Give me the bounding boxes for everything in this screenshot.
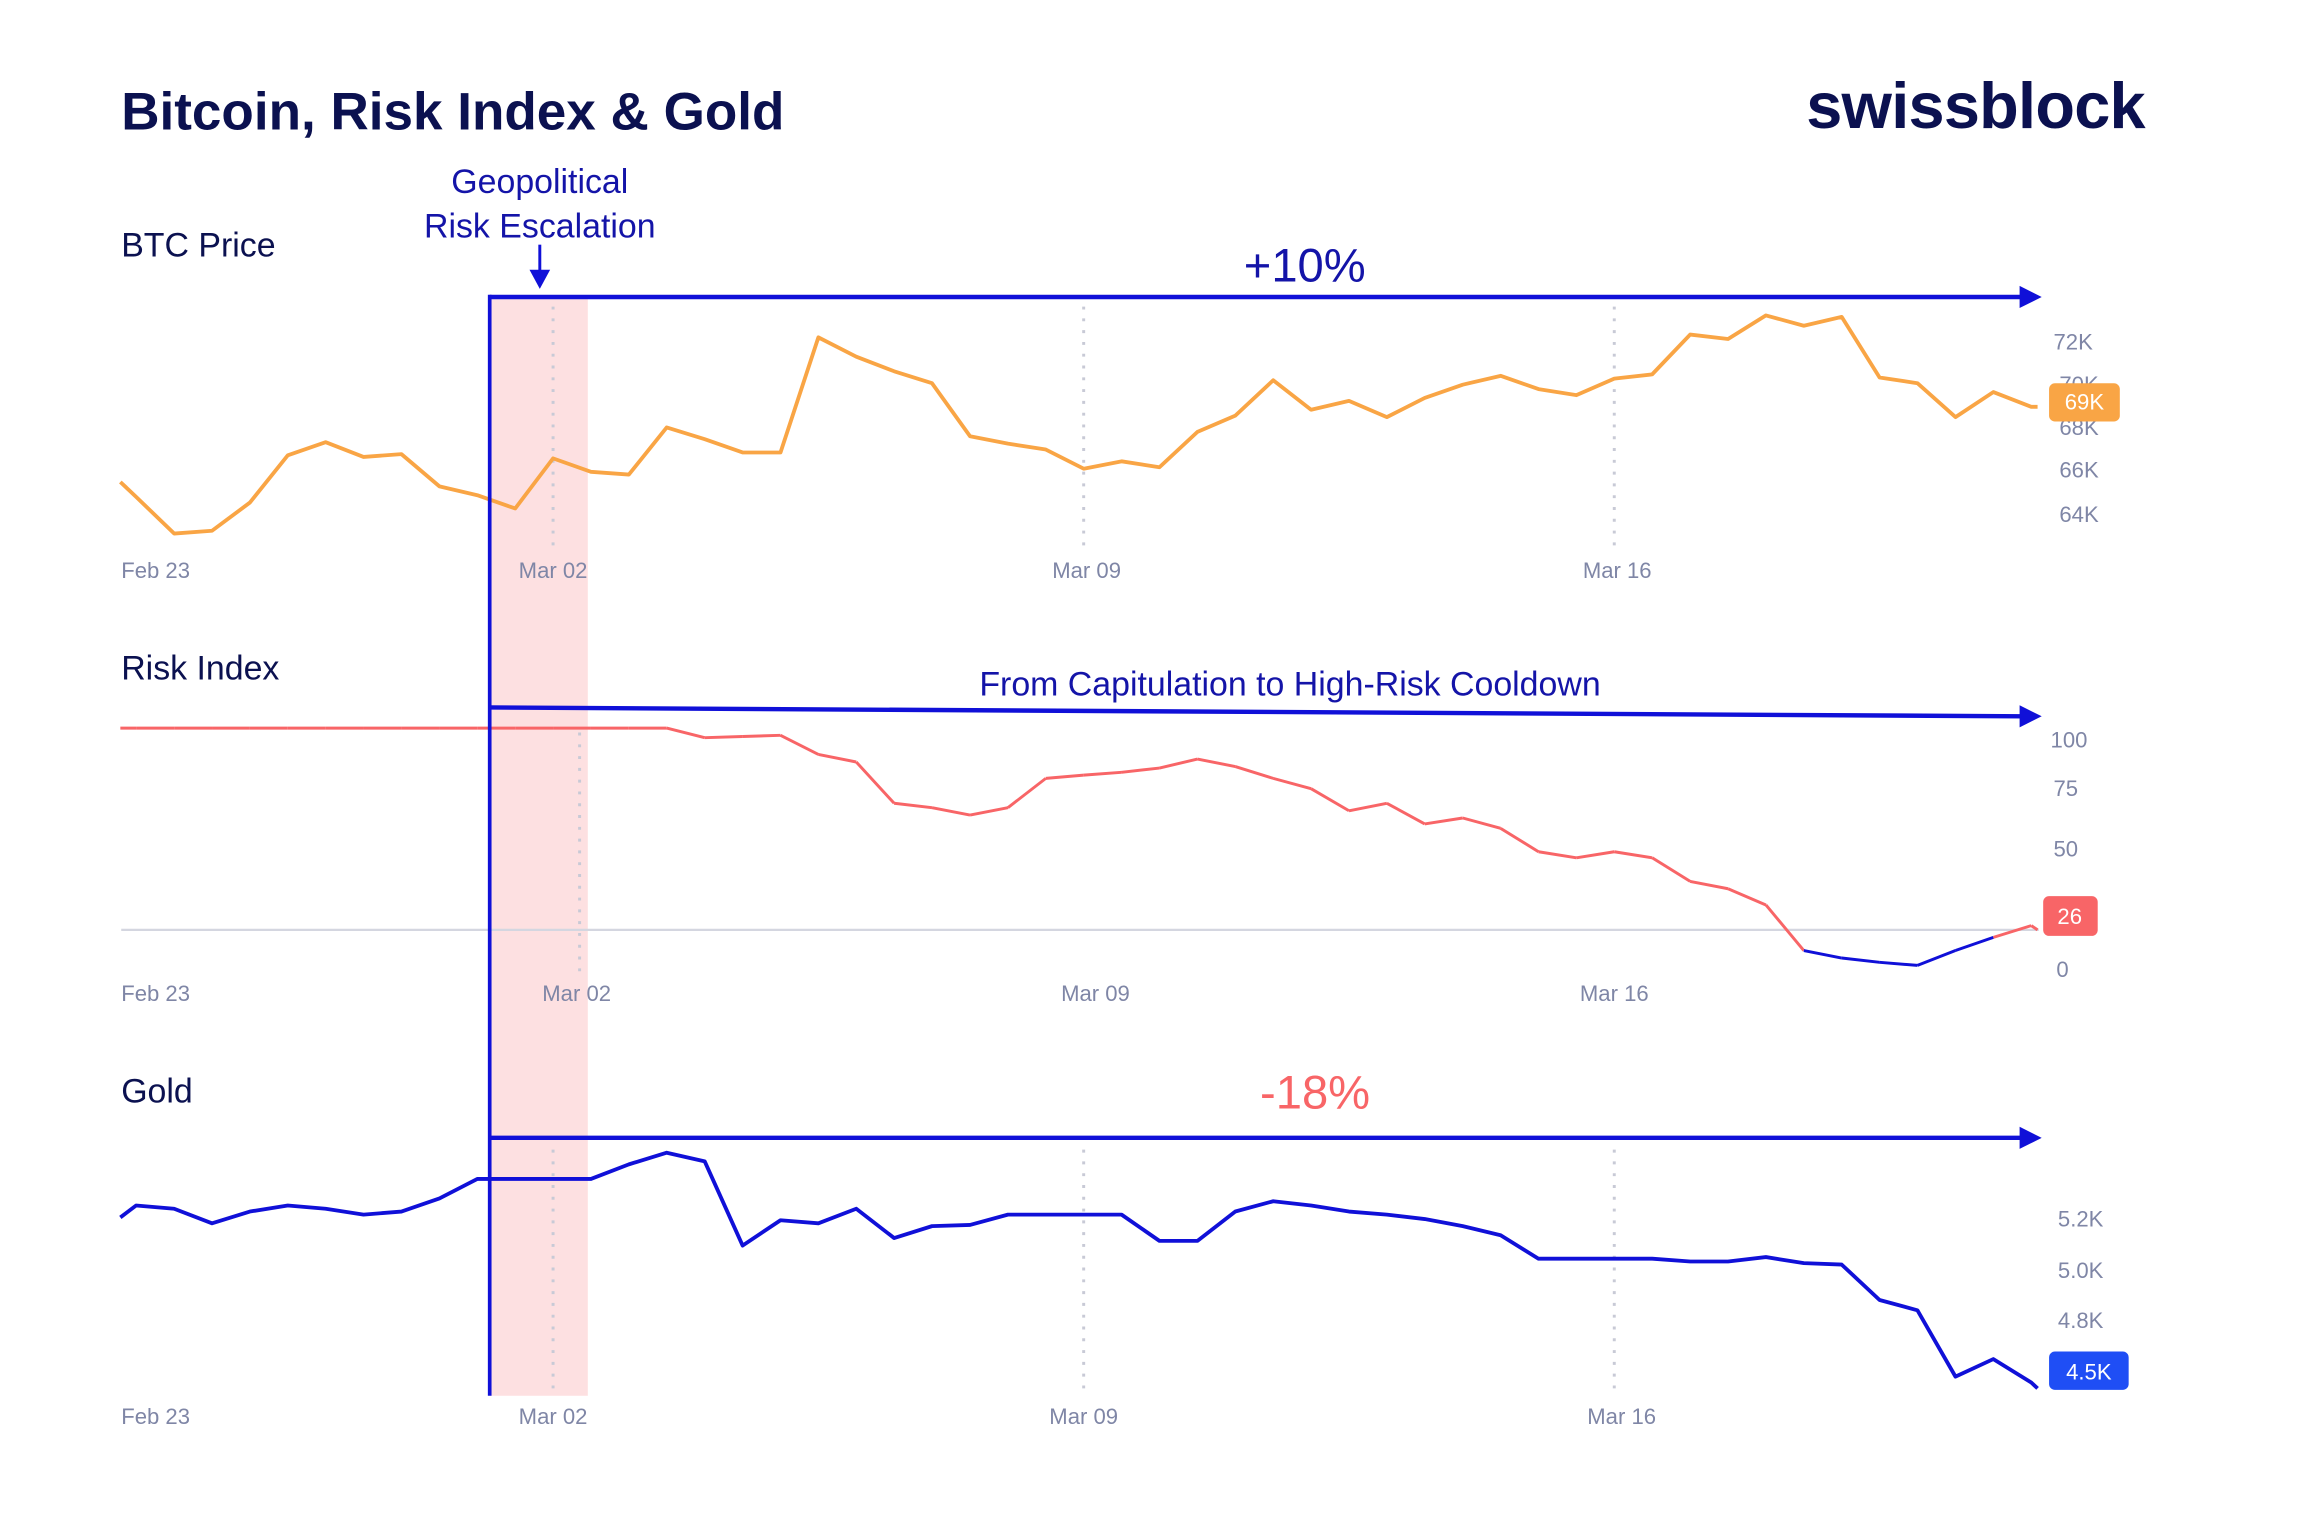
risk-x-tick: Feb 23 — [121, 981, 190, 1006]
btc-current-value: 69K — [2065, 390, 2105, 415]
event-label-line1: Geopolitical — [451, 163, 628, 201]
risk-line-segment-high — [1159, 757, 1198, 770]
gold-x-axis: Feb 23 Mar 02 Mar 09 Mar 16 — [121, 1404, 1656, 1429]
risk-y-tick: 100 — [2051, 727, 2088, 752]
risk-x-tick: Mar 16 — [1580, 981, 1649, 1006]
btc-y-tick: 72K — [2053, 329, 2093, 354]
gold-gridlines — [551, 1149, 1616, 1393]
gold-series — [119, 1150, 2039, 1390]
btc-arrowhead-icon — [2019, 285, 2042, 309]
risk-badge-bg — [2043, 896, 2098, 936]
risk-line-segment-high — [2030, 924, 2039, 932]
risk-line-segment-high — [931, 806, 971, 817]
risk-line-segment-high — [1992, 924, 2032, 939]
gold-y-tick: 5.0K — [2058, 1258, 2104, 1283]
btc-y-tick: 64K — [2059, 502, 2099, 527]
risk-line-segment-low — [1841, 956, 1880, 964]
gold-y-tick: 5.2K — [2058, 1206, 2104, 1231]
gold-current-value: 4.5K — [2066, 1360, 2112, 1385]
chart-title: Bitcoin, Risk Index & Gold — [121, 83, 784, 142]
risk-line-segment-high — [1197, 757, 1236, 769]
btc-x-tick: Feb 23 — [121, 558, 190, 583]
risk-line-segment-high — [666, 726, 706, 740]
btc-y-axis: 72K 70K 68K 66K 64K — [2053, 329, 2098, 526]
btc-x-tick: Mar 09 — [1052, 558, 1121, 583]
risk-line-segment-high — [1689, 879, 1729, 891]
risk-line-segment-high — [1462, 816, 1502, 830]
risk-line-segment-high — [1538, 850, 1577, 860]
gold-change-label: -18% — [1260, 1065, 1370, 1118]
gold-current-badge: 4.5K — [2049, 1351, 2129, 1390]
btc-current-badge: 69K — [2049, 383, 2120, 422]
risk-y-axis: 100 75 50 0 — [2051, 727, 2088, 982]
risk-line-segment-high — [893, 801, 933, 810]
btc-x-axis: Feb 23 Mar 02 Mar 09 Mar 16 — [121, 558, 1651, 583]
risk-line-segment-high — [742, 733, 781, 738]
risk-line-segment-high — [1499, 827, 1540, 854]
risk-line-segment-high — [1727, 887, 1767, 907]
risk-line-segment-high — [1576, 850, 1615, 860]
risk-line-segment-high — [1386, 801, 1426, 826]
btc-panel-label: BTC Price — [121, 226, 275, 264]
risk-line-segment-high — [1614, 850, 1653, 860]
risk-line-segment-high — [969, 806, 1009, 817]
risk-y-tick: 50 — [2053, 836, 2078, 861]
gold-arrowhead-icon — [2019, 1126, 2042, 1149]
risk-line-segment-high — [855, 761, 896, 805]
gold-x-tick: Mar 02 — [519, 1404, 588, 1429]
gold-panel-label: Gold — [121, 1072, 193, 1110]
risk-line-segment-high — [1045, 773, 1084, 780]
risk-line-segment-high — [1424, 816, 1463, 826]
risk-x-tick: Mar 02 — [542, 981, 611, 1006]
gold-x-tick: Mar 16 — [1587, 1404, 1656, 1429]
gold-y-axis: 5.2K 5.0K 4.8K — [2058, 1206, 2104, 1333]
risk-line-segment-high — [818, 753, 857, 764]
risk-line-segment-high — [1007, 777, 1047, 809]
risk-line-segment-high — [779, 734, 820, 756]
risk-line-segment-high — [1651, 856, 1691, 883]
risk-current-value: 26 — [2057, 904, 2082, 929]
event-arrowhead-icon — [529, 269, 551, 289]
risk-line-segment-low — [1954, 935, 1994, 952]
gold-y-tick: 4.8K — [2058, 1308, 2104, 1333]
risk-line-segment-high — [1083, 770, 1122, 777]
risk-line-segment-low — [1879, 960, 1918, 967]
risk-line-segment-low — [1916, 949, 1957, 967]
risk-line-segment-high — [1310, 787, 1350, 813]
gold-badge-bg — [2049, 1351, 2129, 1390]
risk-arrowhead-icon — [2019, 705, 2042, 728]
risk-change-label: From Capitulation to High-Risk Cooldown — [979, 666, 1600, 704]
btc-y-tick: 66K — [2059, 458, 2099, 483]
risk-x-tick: Mar 09 — [1061, 981, 1130, 1006]
btc-x-tick: Mar 16 — [1583, 558, 1652, 583]
risk-line-segment-high — [1272, 776, 1312, 791]
event-window-band — [489, 296, 588, 1396]
risk-line-segment-high — [1764, 904, 1805, 952]
swissblock-logo: swissblock — [1806, 69, 2146, 142]
btc-series — [119, 313, 2038, 536]
risk-y-tick: 0 — [2056, 957, 2068, 982]
risk-change-arrow — [489, 705, 2023, 719]
event-label-line2: Risk Escalation — [424, 207, 656, 245]
risk-line-segment-low — [1803, 949, 1842, 960]
risk-panel-label: Risk Index — [121, 649, 279, 687]
risk-current-badge: 26 — [2043, 896, 2098, 936]
risk-line-segment-high — [1348, 801, 1388, 813]
btc-price-line — [119, 313, 2038, 536]
annotations: Geopolitical Risk Escalation +10% From C… — [424, 163, 2042, 1396]
btc-gridlines — [551, 306, 1616, 546]
btc-badge-bg — [2049, 383, 2120, 422]
btc-change-label: +10% — [1244, 239, 1366, 292]
gold-x-tick: Mar 09 — [1049, 1404, 1118, 1429]
risk-x-axis: Feb 23 Mar 02 Mar 09 Mar 16 — [121, 981, 1648, 1006]
risk-line-segment-high — [1234, 765, 1274, 780]
risk-series — [120, 726, 2039, 967]
gold-price-line — [119, 1150, 2039, 1390]
risk-y-tick: 75 — [2053, 776, 2078, 801]
risk-line-segment-high — [1121, 766, 1160, 774]
gold-x-tick: Feb 23 — [121, 1404, 190, 1429]
btc-x-tick: Mar 02 — [519, 558, 588, 583]
risk-line-segment-high — [704, 735, 743, 740]
